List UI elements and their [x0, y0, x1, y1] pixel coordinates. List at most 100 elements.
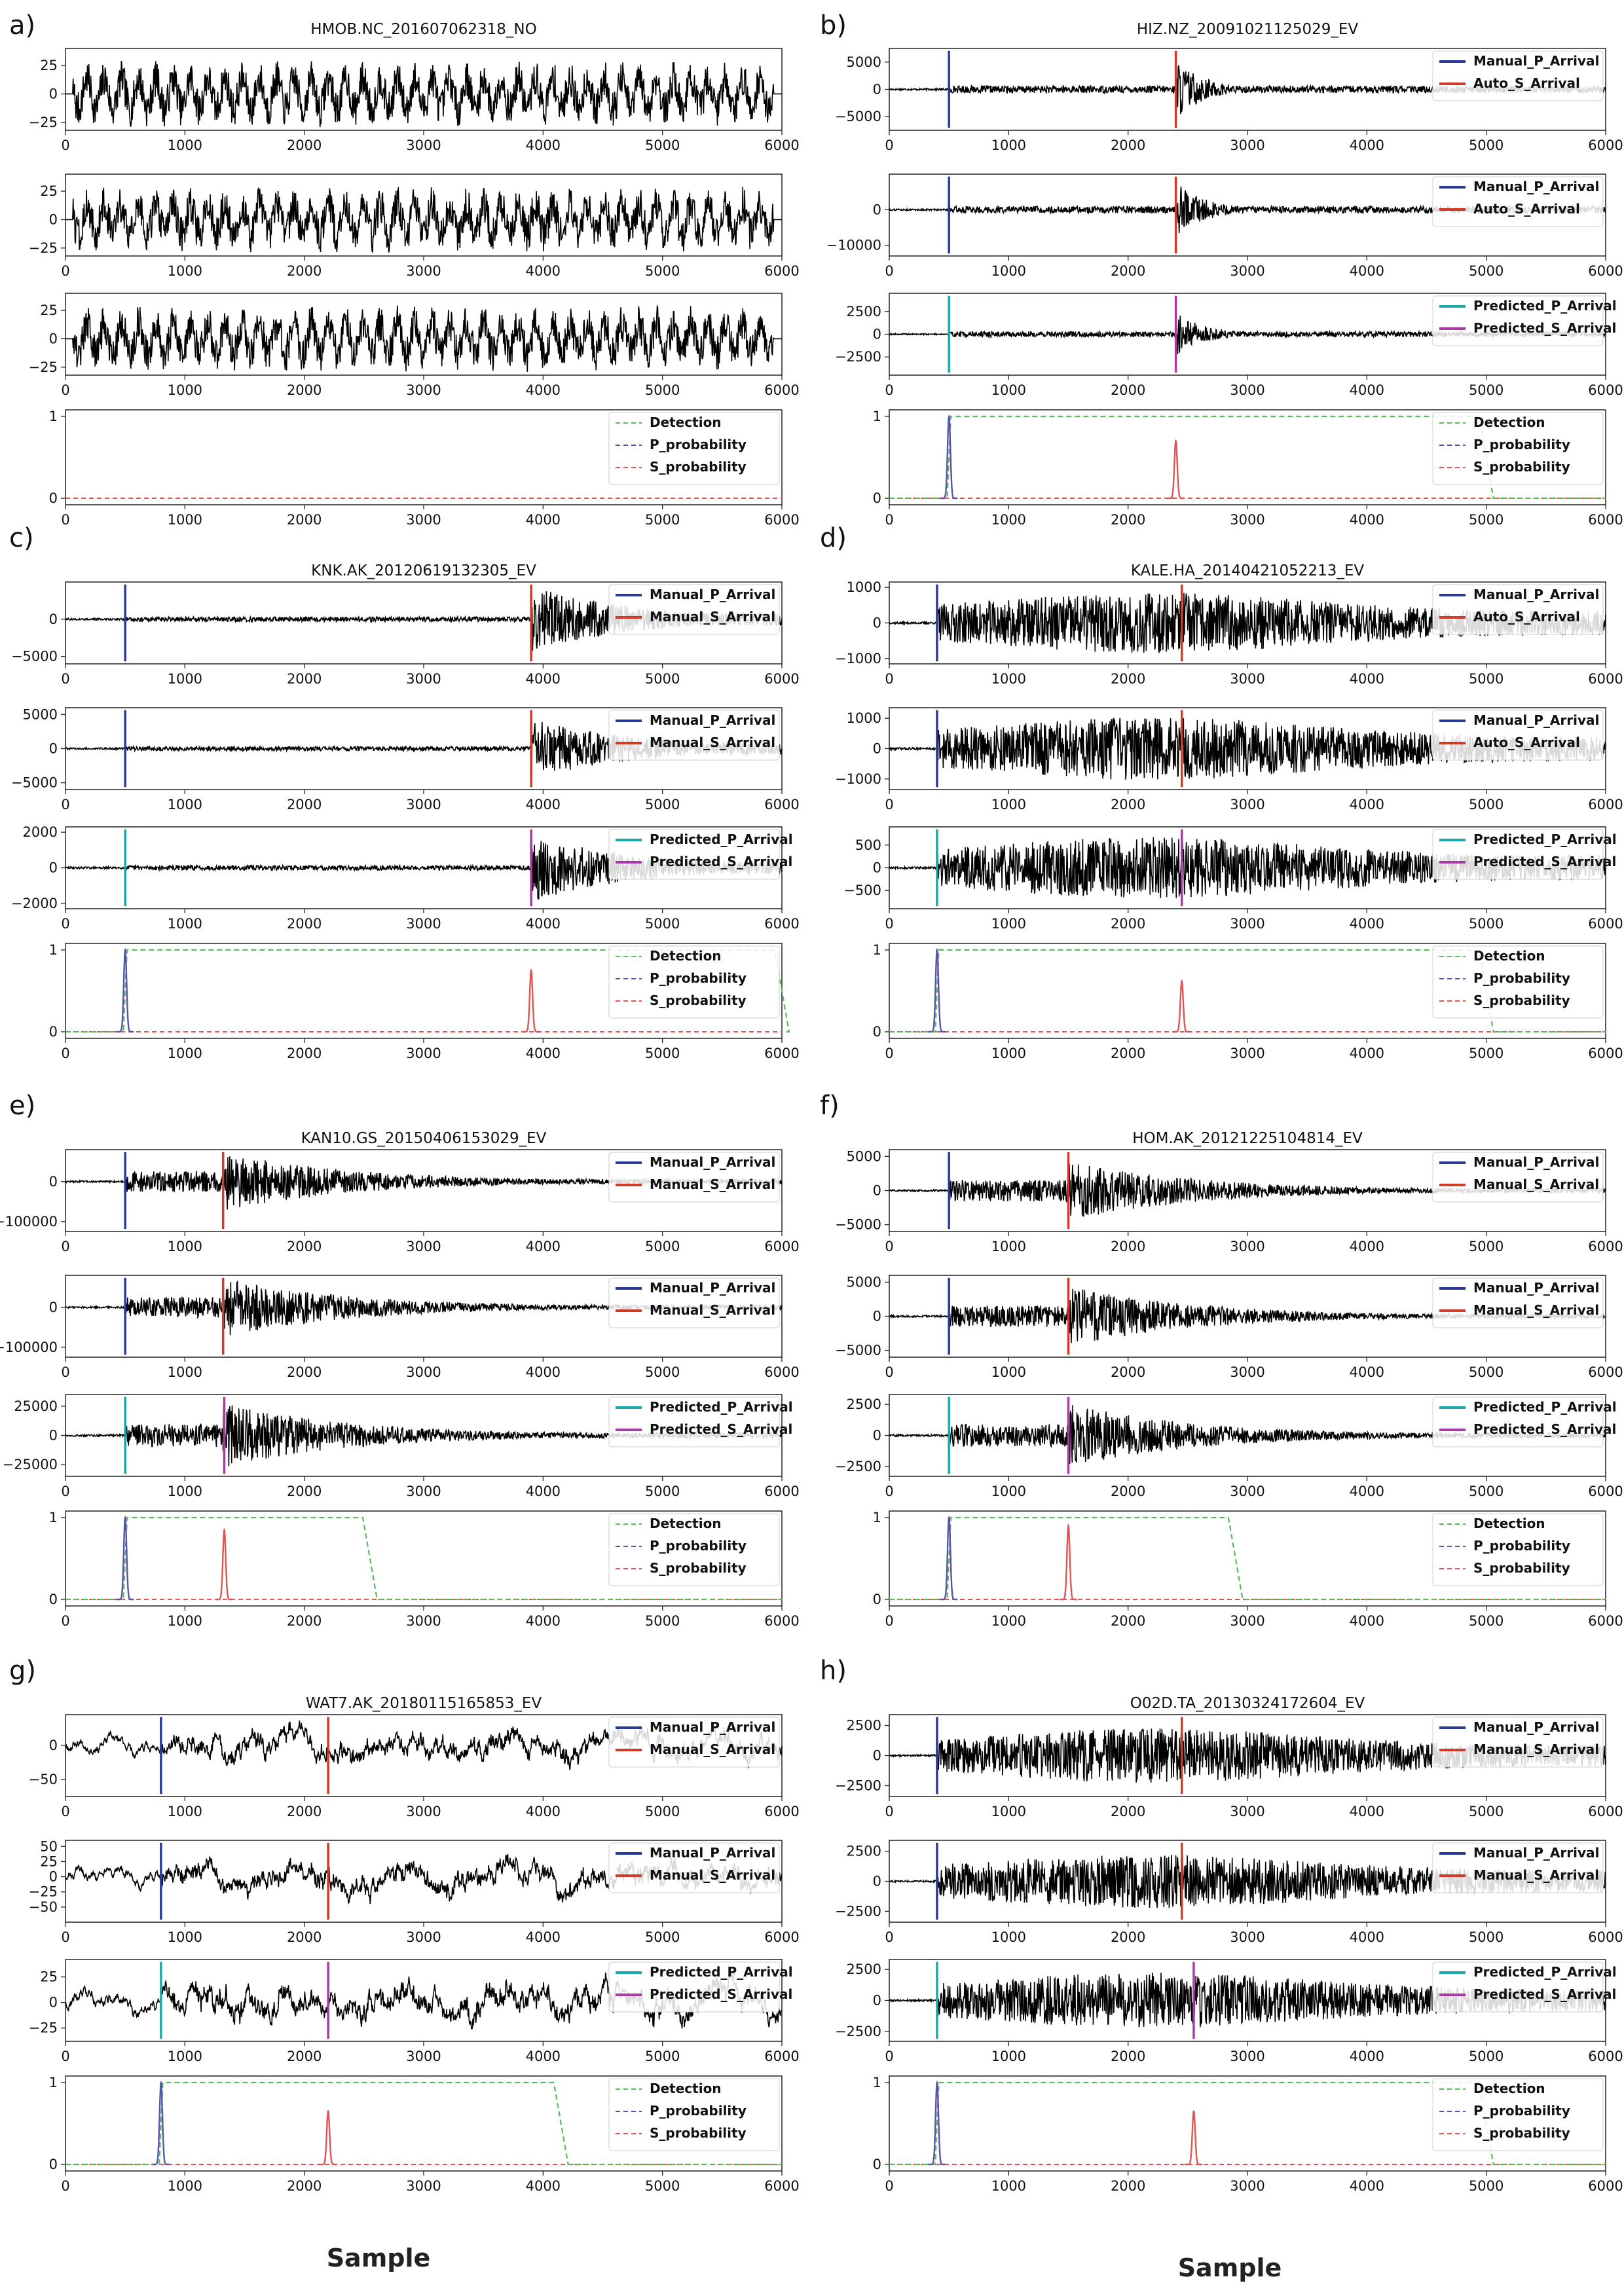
- x-tick-label: 6000: [764, 671, 799, 687]
- legend: Manual_P_Arrival Manual_S_Arrival: [608, 1152, 780, 1203]
- x-tick-label: 0: [885, 1239, 893, 1254]
- y-tick-label: 2500: [847, 304, 881, 319]
- x-tick-label: 2000: [287, 1929, 322, 1945]
- legend-entry: Predicted_P_Arrival: [1473, 1964, 1617, 1980]
- x-tick-label: 4000: [526, 1613, 561, 1629]
- legend-entry: Detection: [650, 1516, 722, 1531]
- waveform-line: [65, 187, 782, 253]
- legend-entry: Manual_S_Arrival: [1473, 1741, 1599, 1757]
- x-tick-label: 0: [61, 1046, 69, 1061]
- x-tick-label: 5000: [1469, 512, 1504, 528]
- channel-3-subplot: 0 1000 2000 3000 4000 5000 6000 −2500 0 2500 Predi…: [835, 1394, 1623, 1499]
- legend-box: [1432, 1513, 1604, 1586]
- x-tick-label: 0: [61, 671, 69, 687]
- x-tick-label: 4000: [1350, 382, 1384, 398]
- panel-g: g)WAT7.AK_20180115165853_EV0 1000 2000 3000…: [9, 1656, 800, 2194]
- x-tick-label: 2000: [1111, 2049, 1145, 2064]
- x-tick-label: 6000: [764, 797, 799, 812]
- detection-curve: [889, 2081, 1606, 2166]
- legend: Detection P_probability S_probability: [608, 2078, 780, 2151]
- legend-entry: Manual_S_Arrival: [1473, 1302, 1599, 1318]
- x-tick-label: 0: [61, 916, 69, 932]
- legend-box: [608, 1513, 780, 1586]
- panel-f: f)HOM.AK_20121225104814_EV0 1000 2000 3000 4…: [820, 1091, 1623, 1629]
- x-tick-label: 5000: [645, 1046, 680, 1061]
- x-tick-label: 5000: [645, 797, 680, 812]
- p-probability-peak: [152, 2080, 170, 2166]
- legend-entry: P_probability: [650, 970, 747, 986]
- legend-box: [1432, 2078, 1604, 2151]
- x-tick-label: 5000: [1469, 1804, 1504, 1819]
- y-tick-label: 0: [873, 490, 881, 506]
- y-tick-label: −25: [29, 115, 58, 130]
- x-tick-label: 2000: [1111, 137, 1145, 153]
- legend-entry: Manual_S_Arrival: [650, 1176, 775, 1192]
- x-tick-label: 6000: [764, 1929, 799, 1945]
- legend: Detection P_probability S_probability: [608, 412, 780, 485]
- x-tick-label: 4000: [1350, 1364, 1384, 1380]
- x-tick-label: 6000: [764, 2049, 799, 2064]
- legend-entry: Auto_S_Arrival: [1473, 201, 1580, 217]
- legend-box: [1432, 176, 1604, 227]
- legend-entry: Predicted_S_Arrival: [650, 1421, 792, 1437]
- panel-label: c): [9, 523, 34, 553]
- x-tick-label: 3000: [1230, 2049, 1264, 2064]
- x-tick-label: 1000: [168, 382, 202, 398]
- probability-subplot: 0 1000 2000 3000 4000 5000 6000 0 1 Detection P_pr…: [873, 942, 1623, 1061]
- legend-entry: P_probability: [1473, 970, 1570, 986]
- x-tick-label: 3000: [1230, 1929, 1264, 1945]
- legend-box: [608, 2078, 780, 2151]
- legend-entry: Manual_S_Arrival: [650, 609, 775, 625]
- y-tick-label: 0: [49, 1300, 58, 1315]
- x-tick-label: 0: [61, 382, 69, 398]
- x-tick-label: 4000: [526, 2049, 561, 2064]
- legend-entry: Detection: [1473, 414, 1545, 430]
- y-tick-label: 25: [40, 183, 58, 199]
- channel-1-subplot: 0 1000 2000 3000 4000 5000 6000−1000000Manual_…: [0, 1149, 800, 1254]
- legend-entry: Manual_S_Arrival: [650, 735, 775, 750]
- x-tick-label: 1000: [168, 263, 202, 279]
- x-tick-label: 4000: [1350, 916, 1384, 932]
- panel-d: d)KALE.HA_20140421052213_EV0 1000 2000 3000…: [820, 523, 1623, 1061]
- y-tick-label: 0: [49, 1174, 58, 1190]
- p-probability-peak: [928, 947, 946, 1033]
- x-tick-label: 4000: [1350, 2178, 1384, 2194]
- legend-entry: Manual_P_Arrival: [650, 1845, 775, 1861]
- x-tick-label: 5000: [1469, 797, 1504, 812]
- x-tick-label: 1000: [991, 1929, 1026, 1945]
- x-tick-label: 6000: [764, 1364, 799, 1380]
- subplot-title: KALE.HA_20140421052213_EV: [1131, 562, 1364, 579]
- x-tick-label: 1000: [168, 1613, 202, 1629]
- legend-entry: Predicted_P_Arrival: [650, 1964, 793, 1980]
- y-tick-label: −2000: [11, 896, 58, 911]
- y-tick-label: 0: [873, 327, 881, 342]
- x-tick-label: 5000: [645, 2049, 680, 2064]
- x-tick-label: 4000: [1350, 512, 1384, 528]
- legend-entry: S_probability: [1473, 2125, 1570, 2141]
- legend: Predicted_P_Arrival Predicted_S_Arrival: [1432, 829, 1617, 880]
- x-tick-label: 4000: [526, 797, 561, 812]
- y-tick-label: −5000: [835, 1343, 881, 1358]
- legend-entry: Manual_P_Arrival: [1473, 1845, 1599, 1861]
- x-tick-label: 1000: [168, 137, 202, 153]
- x-tick-label: 2000: [287, 1613, 322, 1629]
- x-tick-label: 6000: [1588, 671, 1623, 687]
- x-tick-label: 2000: [287, 671, 322, 687]
- y-tick-label: 2500: [847, 1844, 881, 1859]
- x-tick-label: 0: [61, 1484, 69, 1499]
- legend-entry: Manual_P_Arrival: [650, 587, 775, 602]
- x-tick-label: 2000: [1111, 512, 1145, 528]
- x-tick-label: 5000: [645, 1804, 680, 1819]
- x-tick-label: 1000: [991, 263, 1026, 279]
- y-tick-label: 0: [49, 2157, 58, 2172]
- legend: Manual_P_Arrival Manual_S_Arrival: [1432, 1152, 1604, 1203]
- legend-entry: Predicted_P_Arrival: [1473, 831, 1617, 847]
- x-tick-label: 1000: [168, 2049, 202, 2064]
- x-tick-label: 1000: [168, 671, 202, 687]
- x-tick-label: 5000: [645, 263, 680, 279]
- y-tick-label: 1: [873, 942, 881, 958]
- x-tick-label: 2000: [1111, 1613, 1145, 1629]
